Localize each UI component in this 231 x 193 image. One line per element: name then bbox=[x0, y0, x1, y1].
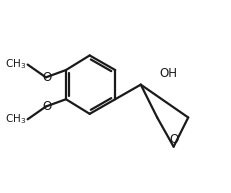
Text: CH$_3$: CH$_3$ bbox=[5, 58, 26, 71]
Text: O: O bbox=[42, 71, 51, 84]
Text: O: O bbox=[42, 100, 51, 113]
Text: OH: OH bbox=[158, 67, 176, 80]
Text: O: O bbox=[168, 133, 177, 146]
Text: CH$_3$: CH$_3$ bbox=[5, 112, 26, 126]
